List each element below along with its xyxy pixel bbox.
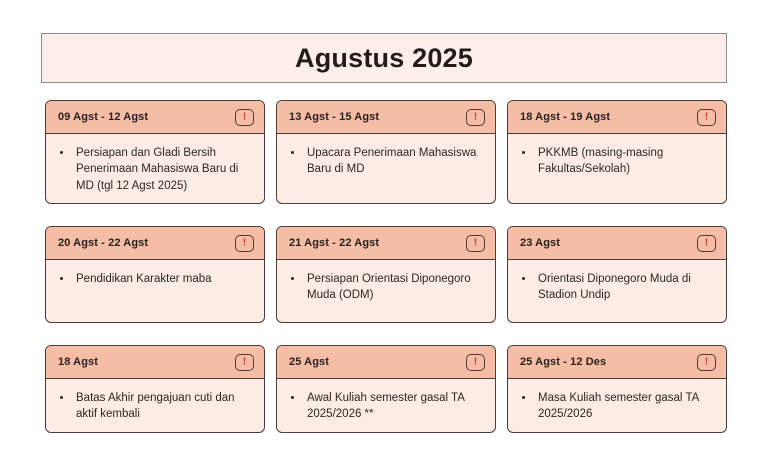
- card-date: 20 Agst - 22 Agst: [58, 237, 149, 249]
- card-date: 18 Agst - 19 Agst: [520, 111, 611, 123]
- alert-icon[interactable]: !: [235, 353, 254, 371]
- card-item-list: Persiapan dan Gladi Bersih Penerimaan Ma…: [46, 134, 264, 202]
- event-card: 25 Agst ! Awal Kuliah semester gasal TA …: [276, 345, 496, 433]
- card-item: Batas Akhir pengajuan cuti dan aktif kem…: [73, 390, 254, 423]
- card-header: 09 Agst - 12 Agst !: [46, 101, 264, 134]
- card-item-list: Batas Akhir pengajuan cuti dan aktif kem…: [46, 379, 264, 431]
- alert-exclamation-glyph: !: [704, 355, 709, 368]
- card-item-list: Pendidikan Karakter maba: [46, 260, 264, 295]
- event-card: 13 Agst - 15 Agst ! Upacara Penerimaan M…: [276, 100, 496, 204]
- alert-exclamation-glyph: !: [473, 236, 478, 249]
- card-item-list: Awal Kuliah semester gasal TA 2025/2026 …: [277, 379, 495, 431]
- card-item: Pendidikan Karakter maba: [73, 271, 254, 287]
- alert-exclamation-glyph: !: [704, 110, 709, 123]
- event-cards-grid: 09 Agst - 12 Agst ! Persiapan dan Gladi …: [45, 100, 727, 433]
- card-item: Upacara Penerimaan Mahasiswa Baru di MD: [304, 145, 485, 178]
- page-title: Agustus 2025: [295, 42, 473, 73]
- alert-icon[interactable]: !: [466, 234, 485, 252]
- card-item-list: Upacara Penerimaan Mahasiswa Baru di MD: [277, 134, 495, 186]
- card-item-list: Persiapan Orientasi Diponegoro Muda (ODM…: [277, 260, 495, 312]
- card-header: 20 Agst - 22 Agst !: [46, 227, 264, 260]
- card-header: 21 Agst - 22 Agst !: [277, 227, 495, 260]
- event-card: 20 Agst - 22 Agst ! Pendidikan Karakter …: [45, 226, 265, 323]
- card-item: Persiapan dan Gladi Bersih Penerimaan Ma…: [73, 145, 254, 194]
- alert-icon[interactable]: !: [697, 353, 716, 371]
- month-title-box: Agustus 2025: [41, 33, 727, 83]
- alert-exclamation-glyph: !: [473, 110, 478, 123]
- card-item: Orientasi Diponegoro Muda di Stadion Und…: [535, 271, 716, 304]
- event-card: 18 Agst - 19 Agst ! PKKMB (masing-masing…: [507, 100, 727, 204]
- card-date: 13 Agst - 15 Agst: [289, 111, 380, 123]
- card-date: 23 Agst: [520, 237, 561, 249]
- card-date: 18 Agst: [58, 356, 99, 368]
- card-item-list: Masa Kuliah semester gasal TA 2025/2026: [508, 379, 726, 431]
- card-date: 25 Agst - 12 Des: [520, 356, 607, 368]
- alert-exclamation-glyph: !: [242, 355, 247, 368]
- alert-exclamation-glyph: !: [242, 110, 247, 123]
- card-header: 18 Agst - 19 Agst !: [508, 101, 726, 134]
- alert-icon[interactable]: !: [697, 108, 716, 126]
- card-date: 09 Agst - 12 Agst: [58, 111, 149, 123]
- event-card: 09 Agst - 12 Agst ! Persiapan dan Gladi …: [45, 100, 265, 204]
- alert-icon[interactable]: !: [235, 234, 254, 252]
- alert-icon[interactable]: !: [697, 234, 716, 252]
- alert-icon[interactable]: !: [466, 353, 485, 371]
- card-header: 23 Agst !: [508, 227, 726, 260]
- card-item: PKKMB (masing-masing Fakultas/Sekolah): [535, 145, 716, 178]
- event-card: 23 Agst ! Orientasi Diponegoro Muda di S…: [507, 226, 727, 323]
- card-date: 25 Agst: [289, 356, 330, 368]
- event-card: 18 Agst ! Batas Akhir pengajuan cuti dan…: [45, 345, 265, 433]
- card-header: 13 Agst - 15 Agst !: [277, 101, 495, 134]
- alert-exclamation-glyph: !: [242, 236, 247, 249]
- card-item-list: PKKMB (masing-masing Fakultas/Sekolah): [508, 134, 726, 186]
- card-date: 21 Agst - 22 Agst: [289, 237, 380, 249]
- card-item: Persiapan Orientasi Diponegoro Muda (ODM…: [304, 271, 485, 304]
- event-card: 25 Agst - 12 Des ! Masa Kuliah semester …: [507, 345, 727, 433]
- card-header: 25 Agst - 12 Des !: [508, 346, 726, 379]
- event-card: 21 Agst - 22 Agst ! Persiapan Orientasi …: [276, 226, 496, 323]
- alert-exclamation-glyph: !: [704, 236, 709, 249]
- card-header: 25 Agst !: [277, 346, 495, 379]
- card-item: Awal Kuliah semester gasal TA 2025/2026 …: [304, 390, 485, 423]
- card-item-list: Orientasi Diponegoro Muda di Stadion Und…: [508, 260, 726, 312]
- card-item: Masa Kuliah semester gasal TA 2025/2026: [535, 390, 716, 423]
- alert-icon[interactable]: !: [466, 108, 485, 126]
- alert-icon[interactable]: !: [235, 108, 254, 126]
- card-header: 18 Agst !: [46, 346, 264, 379]
- alert-exclamation-glyph: !: [473, 355, 478, 368]
